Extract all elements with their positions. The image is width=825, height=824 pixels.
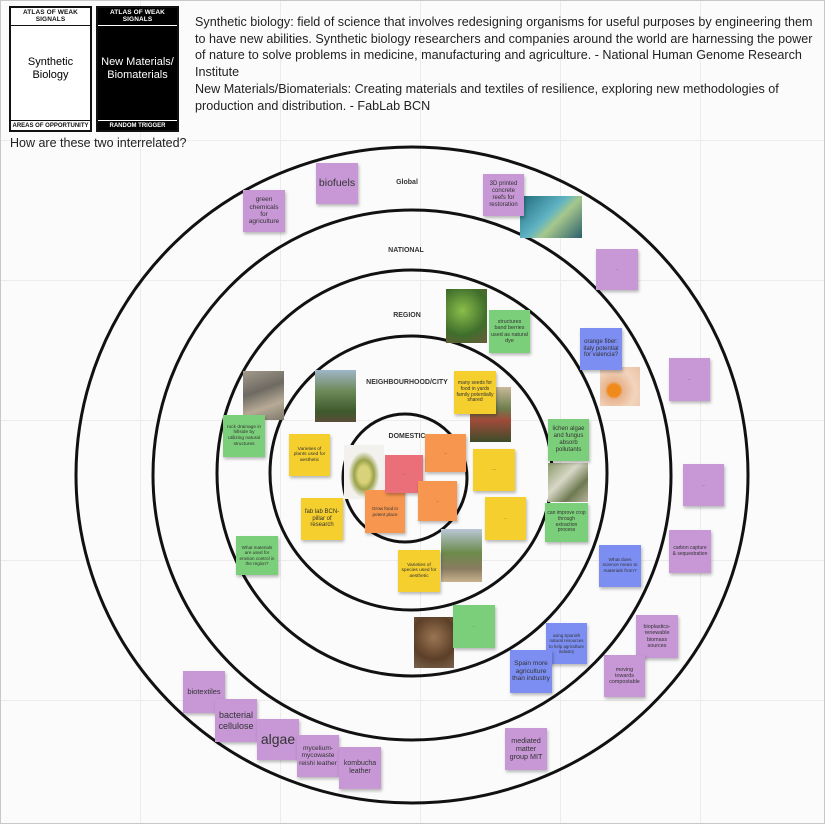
biomaterials-description[interactable]: New Materials/Biomaterials: Creating mat… [195, 82, 779, 113]
ring-label-national: NATIONAL [388, 247, 424, 254]
lichen-photo[interactable] [548, 463, 588, 502]
sticky-note[interactable]: ... [385, 455, 423, 493]
rock-photo[interactable] [243, 371, 284, 420]
card-header: ATLAS OF WEAK SIGNALS [98, 9, 177, 26]
question-text[interactable]: How are these two interrelated? [10, 136, 187, 150]
reef-photo[interactable] [520, 196, 582, 238]
sticky-note[interactable]: ... [453, 605, 495, 648]
sticky-note[interactable]: ... [596, 249, 638, 290]
sticky-note[interactable]: bioplastics- renewable biomass sources [636, 615, 678, 658]
sticky-note[interactable]: 3D printed concrete reefs for restoratio… [483, 174, 524, 216]
sticky-note[interactable]: ... [473, 449, 515, 491]
sticky-note[interactable]: can improve crop through extraction proc… [545, 503, 588, 542]
sticky-note[interactable]: ... [485, 497, 526, 540]
berries-photo[interactable] [446, 289, 487, 343]
ring-domestic [341, 412, 469, 544]
sticky-note[interactable]: bacterial cellulose [215, 699, 257, 742]
sticky-note[interactable]: biofuels [316, 163, 358, 204]
ring-region [215, 268, 609, 678]
sticky-note[interactable]: Varieties of species used for aesthetic [398, 550, 440, 592]
sticky-note[interactable]: many seeds for food in yards family pote… [454, 371, 496, 414]
card-footer: RANDOM TRIGGER [98, 120, 177, 129]
sticky-note[interactable]: ... [418, 481, 457, 521]
sticky-note[interactable]: moving towards compostable [604, 655, 645, 697]
street-trees-photo[interactable] [441, 529, 482, 582]
sticky-note[interactable]: ... [669, 358, 710, 401]
ring-label-neighbourhood: NEIGHBOURHOOD/CITY [366, 379, 448, 386]
synthetic-biology-card[interactable]: ATLAS OF WEAK SIGNALS Synthetic Biology … [9, 6, 92, 132]
card-title: Synthetic Biology [27, 56, 74, 81]
ring-national [151, 208, 673, 742]
sticky-note[interactable]: mycelium- mycowaste reishi leather [297, 735, 339, 777]
sticky-note[interactable]: kombucha leather [339, 747, 381, 789]
soil-photo[interactable] [414, 617, 454, 668]
biomaterials-card[interactable]: ATLAS OF WEAK SIGNALS New Materials/ Bio… [96, 6, 179, 132]
sticky-note[interactable]: Varieties of plants used for aesthetic [289, 434, 330, 476]
sticky-note[interactable]: structures band berries used as natural … [489, 310, 530, 353]
ring-label-region: REGION [393, 312, 421, 319]
sticky-note[interactable]: using Spanish natural resources to help … [546, 623, 587, 664]
card-footer: AREAS OF OPPORTUNITY [11, 120, 90, 129]
sticky-note[interactable]: ... [683, 464, 724, 506]
sticky-note[interactable]: green chemicals for agriculture [243, 190, 285, 232]
sticky-note[interactable]: ... [425, 434, 466, 472]
sticky-note[interactable]: lichen algae and fungus absorb pollutant… [548, 419, 589, 461]
sticky-note[interactable]: fab lab BCN- pillar of research [301, 498, 343, 540]
sticky-note[interactable]: algae [257, 719, 299, 760]
tree-photo[interactable] [315, 370, 356, 422]
sticky-note[interactable]: Spain more agriculture than industry [510, 650, 552, 693]
sticky-note[interactable]: Grow food in potent place [365, 490, 405, 533]
ring-global [74, 145, 750, 805]
sticky-note[interactable]: What does science mean to materials from… [599, 545, 641, 587]
sticky-note[interactable]: What materials are used for erosion cont… [236, 536, 278, 575]
ring-label-global: Global [396, 179, 418, 186]
sticky-note[interactable]: orange fiber: italy potential for valenc… [580, 328, 622, 370]
sticky-note[interactable]: rock drainage in hillside by utilizing n… [223, 415, 265, 457]
orange-fiber-photo[interactable] [600, 367, 640, 406]
synbio-description[interactable]: Synthetic biology: field of science that… [195, 15, 813, 79]
sticky-note[interactable]: carbon capture & sequestration [669, 530, 711, 573]
ring-label-domestic: DOMESTIC [388, 433, 426, 440]
card-title: New Materials/ Biomaterials [101, 56, 174, 81]
card-header: ATLAS OF WEAK SIGNALS [11, 9, 90, 26]
sticky-note[interactable]: mediated matter group MIT [505, 728, 547, 770]
